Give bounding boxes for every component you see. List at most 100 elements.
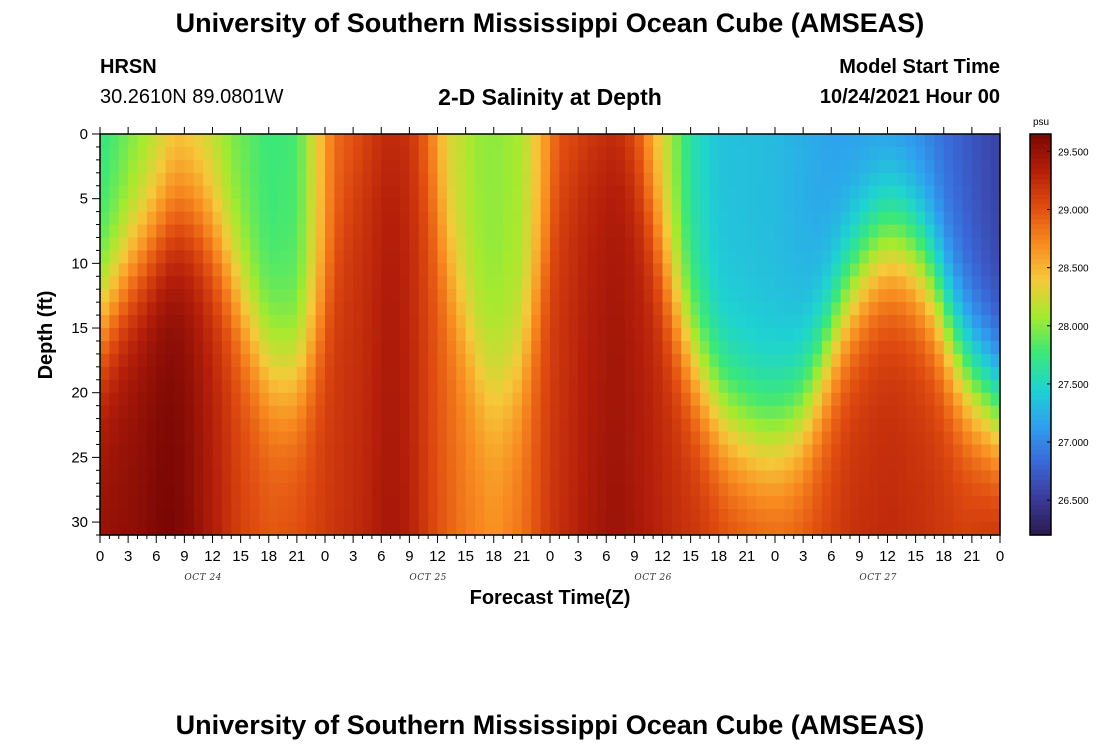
heatmap-cell — [859, 509, 870, 523]
heatmap-cell — [971, 250, 982, 264]
heatmap-cell — [990, 392, 1001, 407]
heatmap-cell — [390, 431, 401, 446]
heatmap-cell — [325, 250, 335, 264]
heatmap-cell — [465, 237, 476, 252]
heatmap-cell — [212, 185, 223, 200]
heatmap-cell — [784, 211, 795, 226]
heatmap-cell — [756, 185, 767, 200]
heatmap-cell — [493, 392, 504, 407]
heatmap-cell — [296, 405, 307, 420]
heatmap-cell — [306, 457, 317, 471]
heatmap-cell — [953, 353, 964, 368]
heatmap-cell — [765, 172, 776, 187]
heatmap-cell — [296, 315, 307, 329]
heatmap-cell — [831, 418, 842, 433]
heatmap-cell — [868, 457, 879, 471]
heatmap-cell — [803, 405, 814, 420]
heatmap-cell — [615, 405, 626, 420]
heatmap-cell — [493, 146, 504, 161]
heatmap-cell — [484, 496, 495, 510]
heatmap-cell — [446, 431, 457, 446]
heatmap-cell — [643, 224, 654, 239]
heatmap-cell — [306, 224, 317, 239]
heatmap-cell — [784, 159, 795, 174]
heatmap-cell — [906, 418, 917, 433]
heatmap-cell — [165, 522, 176, 536]
heatmap-cell — [718, 418, 729, 433]
heatmap-cell — [184, 185, 195, 200]
heatmap-cell — [934, 146, 945, 161]
heatmap-cell — [475, 470, 485, 484]
heatmap-cell — [175, 509, 185, 523]
heatmap-cell — [718, 483, 729, 497]
heatmap-cell — [606, 263, 617, 277]
heatmap-cell — [484, 392, 495, 407]
heatmap-cell — [681, 328, 692, 342]
heatmap-cell — [118, 353, 129, 368]
heatmap-cell — [287, 431, 298, 446]
x-tick-label: 21 — [514, 548, 531, 565]
heatmap-cell — [859, 263, 870, 277]
heatmap-cell — [521, 172, 532, 187]
heatmap-cell — [634, 418, 645, 433]
heatmap-cell — [193, 522, 204, 536]
heatmap-cell — [109, 496, 120, 510]
heatmap-cell — [981, 315, 992, 329]
heatmap-cell — [146, 405, 157, 420]
heatmap-cell — [690, 263, 701, 277]
heatmap-cell — [231, 328, 242, 342]
heatmap-cell — [831, 392, 842, 407]
heatmap-cell — [250, 276, 260, 290]
heatmap-cell — [465, 496, 476, 510]
heatmap-cell — [287, 353, 298, 368]
heatmap-cell — [859, 496, 870, 510]
heatmap-cell — [634, 496, 645, 510]
heatmap-cell — [653, 379, 664, 394]
heatmap-cell — [718, 496, 729, 510]
heatmap-cell — [531, 418, 542, 433]
heatmap-cell — [756, 431, 767, 446]
heatmap-cell — [371, 340, 382, 355]
heatmap-cell — [878, 237, 889, 252]
heatmap-cell — [362, 353, 373, 368]
heatmap-cell — [334, 431, 345, 446]
heatmap-cell — [859, 224, 870, 239]
heatmap-cell — [690, 198, 701, 213]
heatmap-cell — [475, 340, 485, 355]
heatmap-cell — [803, 172, 814, 187]
heatmap-cell — [493, 379, 504, 394]
heatmap-cell — [503, 522, 514, 536]
heatmap-cell — [643, 470, 654, 484]
heatmap-cell — [615, 353, 626, 368]
heatmap-cell — [475, 418, 485, 433]
heatmap-cell — [737, 470, 748, 484]
heatmap-cell — [184, 431, 195, 446]
heatmap-cell — [943, 405, 954, 420]
heatmap-cell — [737, 366, 748, 381]
heatmap-cell — [325, 315, 335, 329]
heatmap-cell — [859, 302, 870, 316]
heatmap-cell — [315, 263, 326, 277]
heatmap-cell — [531, 172, 542, 187]
heatmap-cell — [775, 315, 785, 329]
heatmap-cell — [315, 496, 326, 510]
heatmap-cell — [634, 250, 645, 264]
heatmap-cell — [137, 340, 148, 355]
heatmap-cell — [840, 289, 851, 303]
heatmap-cell — [728, 263, 739, 277]
heatmap-cell — [221, 198, 232, 213]
heatmap-cell — [756, 302, 767, 316]
heatmap-cell — [559, 366, 570, 381]
heatmap-cell — [578, 263, 589, 277]
heatmap-cell — [418, 522, 429, 536]
heatmap-cell — [156, 328, 167, 342]
heatmap-cell — [765, 418, 776, 433]
heatmap-cell — [493, 159, 504, 174]
heatmap-cell — [325, 418, 335, 433]
heatmap-cell — [700, 379, 710, 394]
heatmap-cell — [325, 289, 335, 303]
heatmap-cell — [850, 483, 860, 497]
heatmap-cell — [700, 146, 710, 161]
heatmap-cell — [409, 237, 420, 252]
heatmap-cell — [146, 353, 157, 368]
